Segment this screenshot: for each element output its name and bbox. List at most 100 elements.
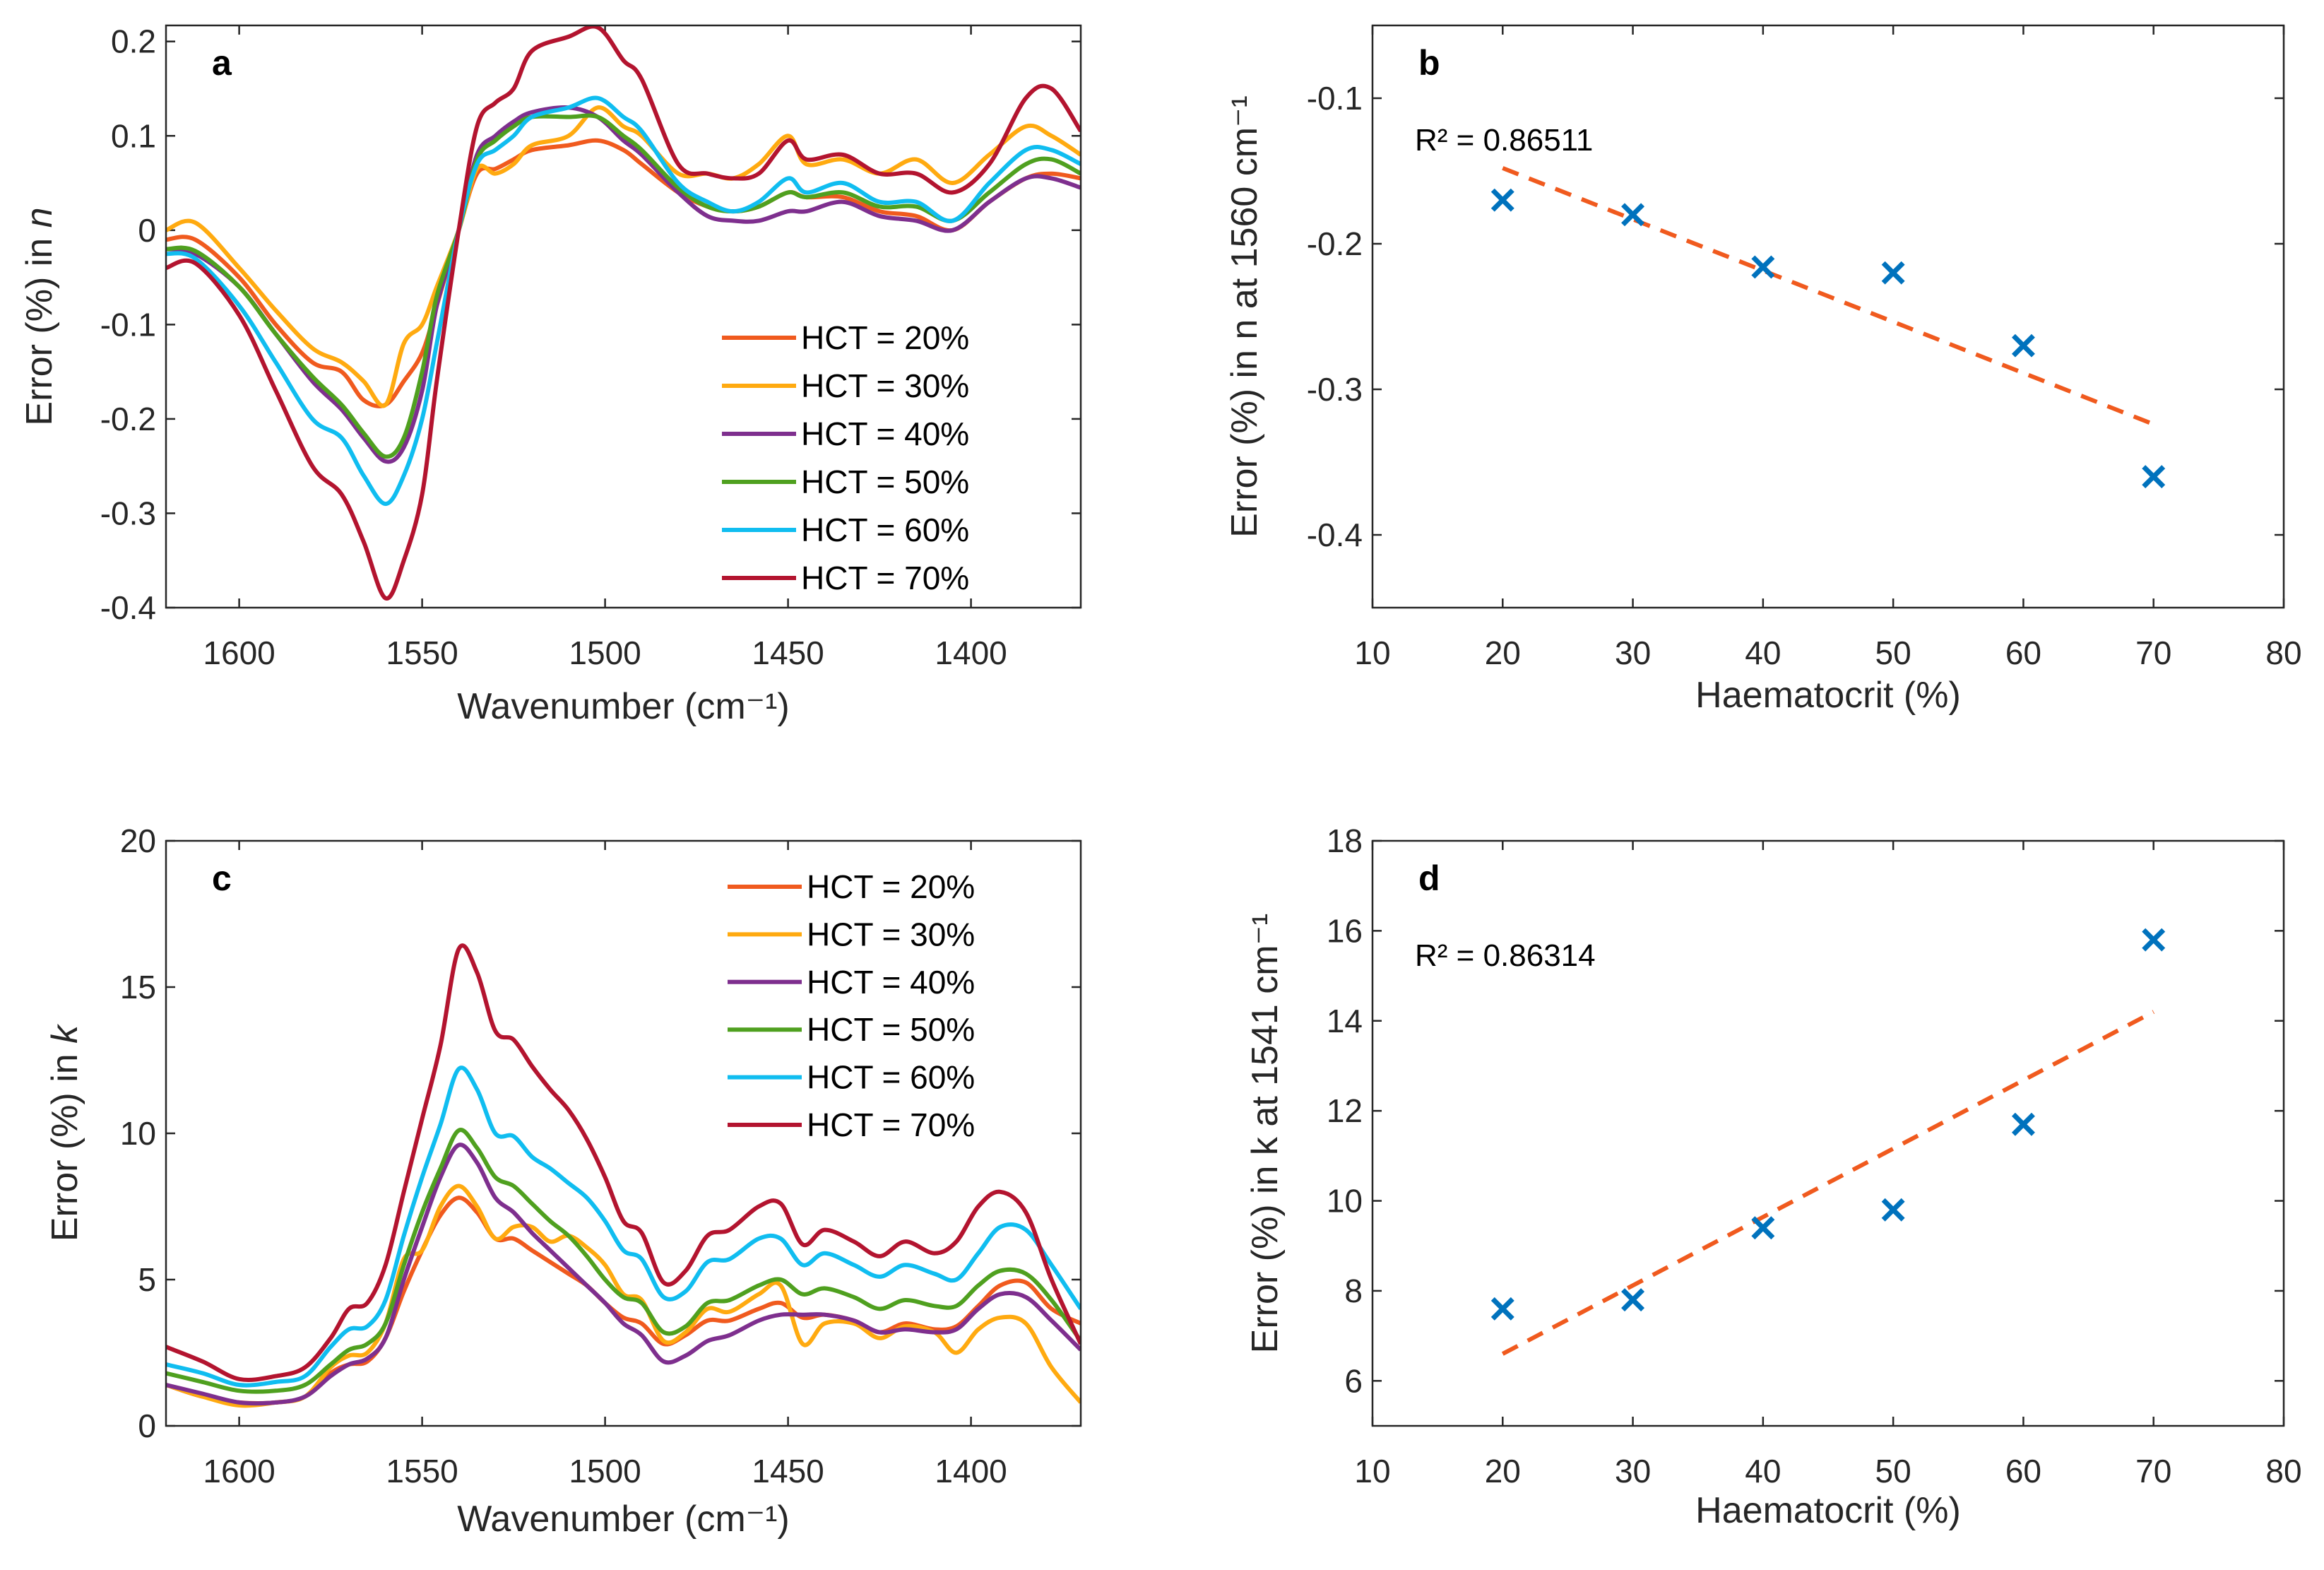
legend-label: HCT = 70% bbox=[807, 1106, 975, 1143]
y-tick-label: 20 bbox=[120, 822, 156, 859]
panel-a: 1600 1550 1500 1450 1400 -0.4 -0.3 -0.2 -0.1 0 0.1… bbox=[19, 23, 1082, 727]
r-squared-annotation: R² = 0.86511 bbox=[1415, 123, 1593, 158]
x-tick-label: 1600 bbox=[203, 1453, 275, 1489]
x-tick-label: 70 bbox=[2135, 1453, 2171, 1489]
cross-marker-stroke bbox=[1490, 188, 1514, 212]
x-tick-label: 1450 bbox=[752, 1453, 824, 1489]
y-tick-label: -0.4 bbox=[100, 589, 156, 626]
cross-marker-stroke bbox=[1881, 261, 1905, 285]
x-tick-label: 30 bbox=[1615, 1453, 1651, 1489]
data-point-marker bbox=[1490, 188, 1514, 212]
y-tick-label: -0.4 bbox=[1307, 517, 1363, 553]
x-tick-label: 50 bbox=[1875, 1453, 1911, 1489]
linear-fit-line bbox=[1502, 166, 2154, 427]
x-tick-label: 60 bbox=[2005, 1453, 2041, 1489]
y-tick-label: 8 bbox=[1344, 1273, 1363, 1309]
x-tick-label: 1600 bbox=[203, 635, 275, 671]
series-line-hct-30 bbox=[166, 105, 1081, 408]
x-tick-label: 60 bbox=[2005, 635, 2041, 671]
data-point-marker bbox=[2011, 1112, 2035, 1136]
cross-marker-stroke bbox=[2011, 334, 2035, 358]
cross-marker-stroke bbox=[2142, 465, 2166, 489]
data-point-marker bbox=[2011, 334, 2035, 358]
x-tick-label: 30 bbox=[1615, 635, 1651, 671]
panel-letter: d bbox=[1418, 858, 1440, 898]
legend-label: HCT = 20% bbox=[801, 319, 969, 356]
panel-b: 10 20 30 40 50 60 70 80 -0.4 -0.3 -0.2 -0.1 R² = 0.8… bbox=[1224, 24, 2302, 716]
x-tick-label: 1450 bbox=[752, 635, 824, 671]
series-line-hct-30 bbox=[166, 1184, 1081, 1408]
y-tick-label: -0.2 bbox=[1307, 225, 1363, 262]
legend-label: HCT = 40% bbox=[801, 415, 969, 452]
y-axis-label: Error (%) in k at 1541 cm⁻¹ bbox=[1245, 914, 1286, 1354]
r-squared-annotation: R² = 0.86314 bbox=[1415, 938, 1596, 973]
y-tick-label: 0.1 bbox=[111, 117, 156, 154]
y-axis-label-text: Error (%) in bbox=[45, 1044, 85, 1241]
x-axis-label: Wavenumber (cm⁻¹) bbox=[457, 686, 789, 727]
y-tick-label: 10 bbox=[120, 1115, 156, 1152]
y-tick-label: 5 bbox=[138, 1261, 156, 1298]
y-tick-label: 10 bbox=[1327, 1183, 1363, 1220]
cross-marker-stroke bbox=[2011, 1112, 2035, 1136]
y-tick-label: 0 bbox=[138, 212, 156, 249]
x-tick-label: 80 bbox=[2265, 1453, 2301, 1489]
series-line-hct-50 bbox=[166, 113, 1081, 459]
y-tick-label: 16 bbox=[1327, 912, 1363, 949]
x-tick-label: 20 bbox=[1485, 635, 1521, 671]
x-tick-label: 10 bbox=[1354, 1453, 1390, 1489]
data-point-marker bbox=[2142, 928, 2166, 952]
cross-marker-stroke bbox=[1621, 1288, 1645, 1312]
data-point-marker bbox=[2142, 465, 2166, 489]
x-tick-label: 1550 bbox=[386, 635, 458, 671]
x-tick-label: 80 bbox=[2265, 635, 2301, 671]
y-axis-label: Error (%) in n bbox=[19, 207, 60, 425]
plot-area bbox=[1490, 928, 2166, 1356]
x-tick-label: 1550 bbox=[386, 1453, 458, 1489]
x-axis-label: Haematocrit (%) bbox=[1695, 1490, 1961, 1531]
cross-marker-stroke bbox=[1751, 1216, 1775, 1240]
x-tick-label: 50 bbox=[1875, 635, 1911, 671]
axes-box bbox=[1371, 839, 2285, 1427]
cross-marker-stroke bbox=[1490, 1297, 1514, 1321]
cross-marker-stroke bbox=[2142, 928, 2166, 952]
y-axis-label-variable: n bbox=[19, 207, 60, 228]
axes-box bbox=[165, 24, 1082, 609]
legend-label: HCT = 70% bbox=[801, 560, 969, 596]
x-tick-label: 70 bbox=[2135, 635, 2171, 671]
series-line-hct-70 bbox=[166, 25, 1081, 601]
panel-d: 10 20 30 40 50 60 70 80 6 8 10 12 14 16 18 R² = 0.86314… bbox=[1245, 822, 2302, 1531]
plot-area bbox=[166, 25, 1081, 601]
y-tick-label: -0.1 bbox=[100, 306, 156, 343]
legend-label: HCT = 40% bbox=[807, 964, 975, 1001]
data-point-marker bbox=[1621, 1288, 1645, 1312]
panel-letter: a bbox=[212, 43, 232, 83]
panel-c: 1600 1550 1500 1450 1400 0 5 10 15 20 HCT = 20% HCT… bbox=[45, 822, 1082, 1540]
y-axis-label-text: Error (%) in bbox=[19, 228, 60, 425]
y-tick-label: 0 bbox=[138, 1407, 156, 1444]
x-tick-label: 1400 bbox=[935, 635, 1007, 671]
series-line-hct-70 bbox=[166, 943, 1081, 1382]
y-tick-label: 14 bbox=[1327, 1003, 1363, 1039]
legend-label: HCT = 30% bbox=[801, 367, 969, 404]
data-point-marker bbox=[1490, 1297, 1514, 1321]
y-tick-label: -0.2 bbox=[100, 401, 156, 437]
legend-label: HCT = 60% bbox=[801, 512, 969, 548]
data-point-marker bbox=[1751, 255, 1775, 279]
y-tick-label: -0.3 bbox=[1307, 371, 1363, 408]
axes-box bbox=[1371, 24, 2285, 609]
y-axis-label: Error (%) in k bbox=[45, 1023, 85, 1241]
y-tick-label: 12 bbox=[1327, 1092, 1363, 1129]
x-tick-label: 1400 bbox=[935, 1453, 1007, 1489]
data-point-marker bbox=[1751, 1216, 1775, 1240]
y-tick-label: -0.1 bbox=[1307, 80, 1363, 117]
cross-marker-stroke bbox=[1621, 203, 1645, 227]
y-axis-label: Error (%) in n at 1560 cm⁻¹ bbox=[1224, 95, 1265, 538]
x-tick-label: 40 bbox=[1745, 635, 1781, 671]
plot-area bbox=[1490, 166, 2166, 489]
x-axis-label: Wavenumber (cm⁻¹) bbox=[457, 1499, 789, 1540]
legend-label: HCT = 60% bbox=[807, 1059, 975, 1096]
x-tick-label: 40 bbox=[1745, 1453, 1781, 1489]
plot-area bbox=[166, 943, 1081, 1408]
legend-label: HCT = 50% bbox=[801, 464, 969, 500]
